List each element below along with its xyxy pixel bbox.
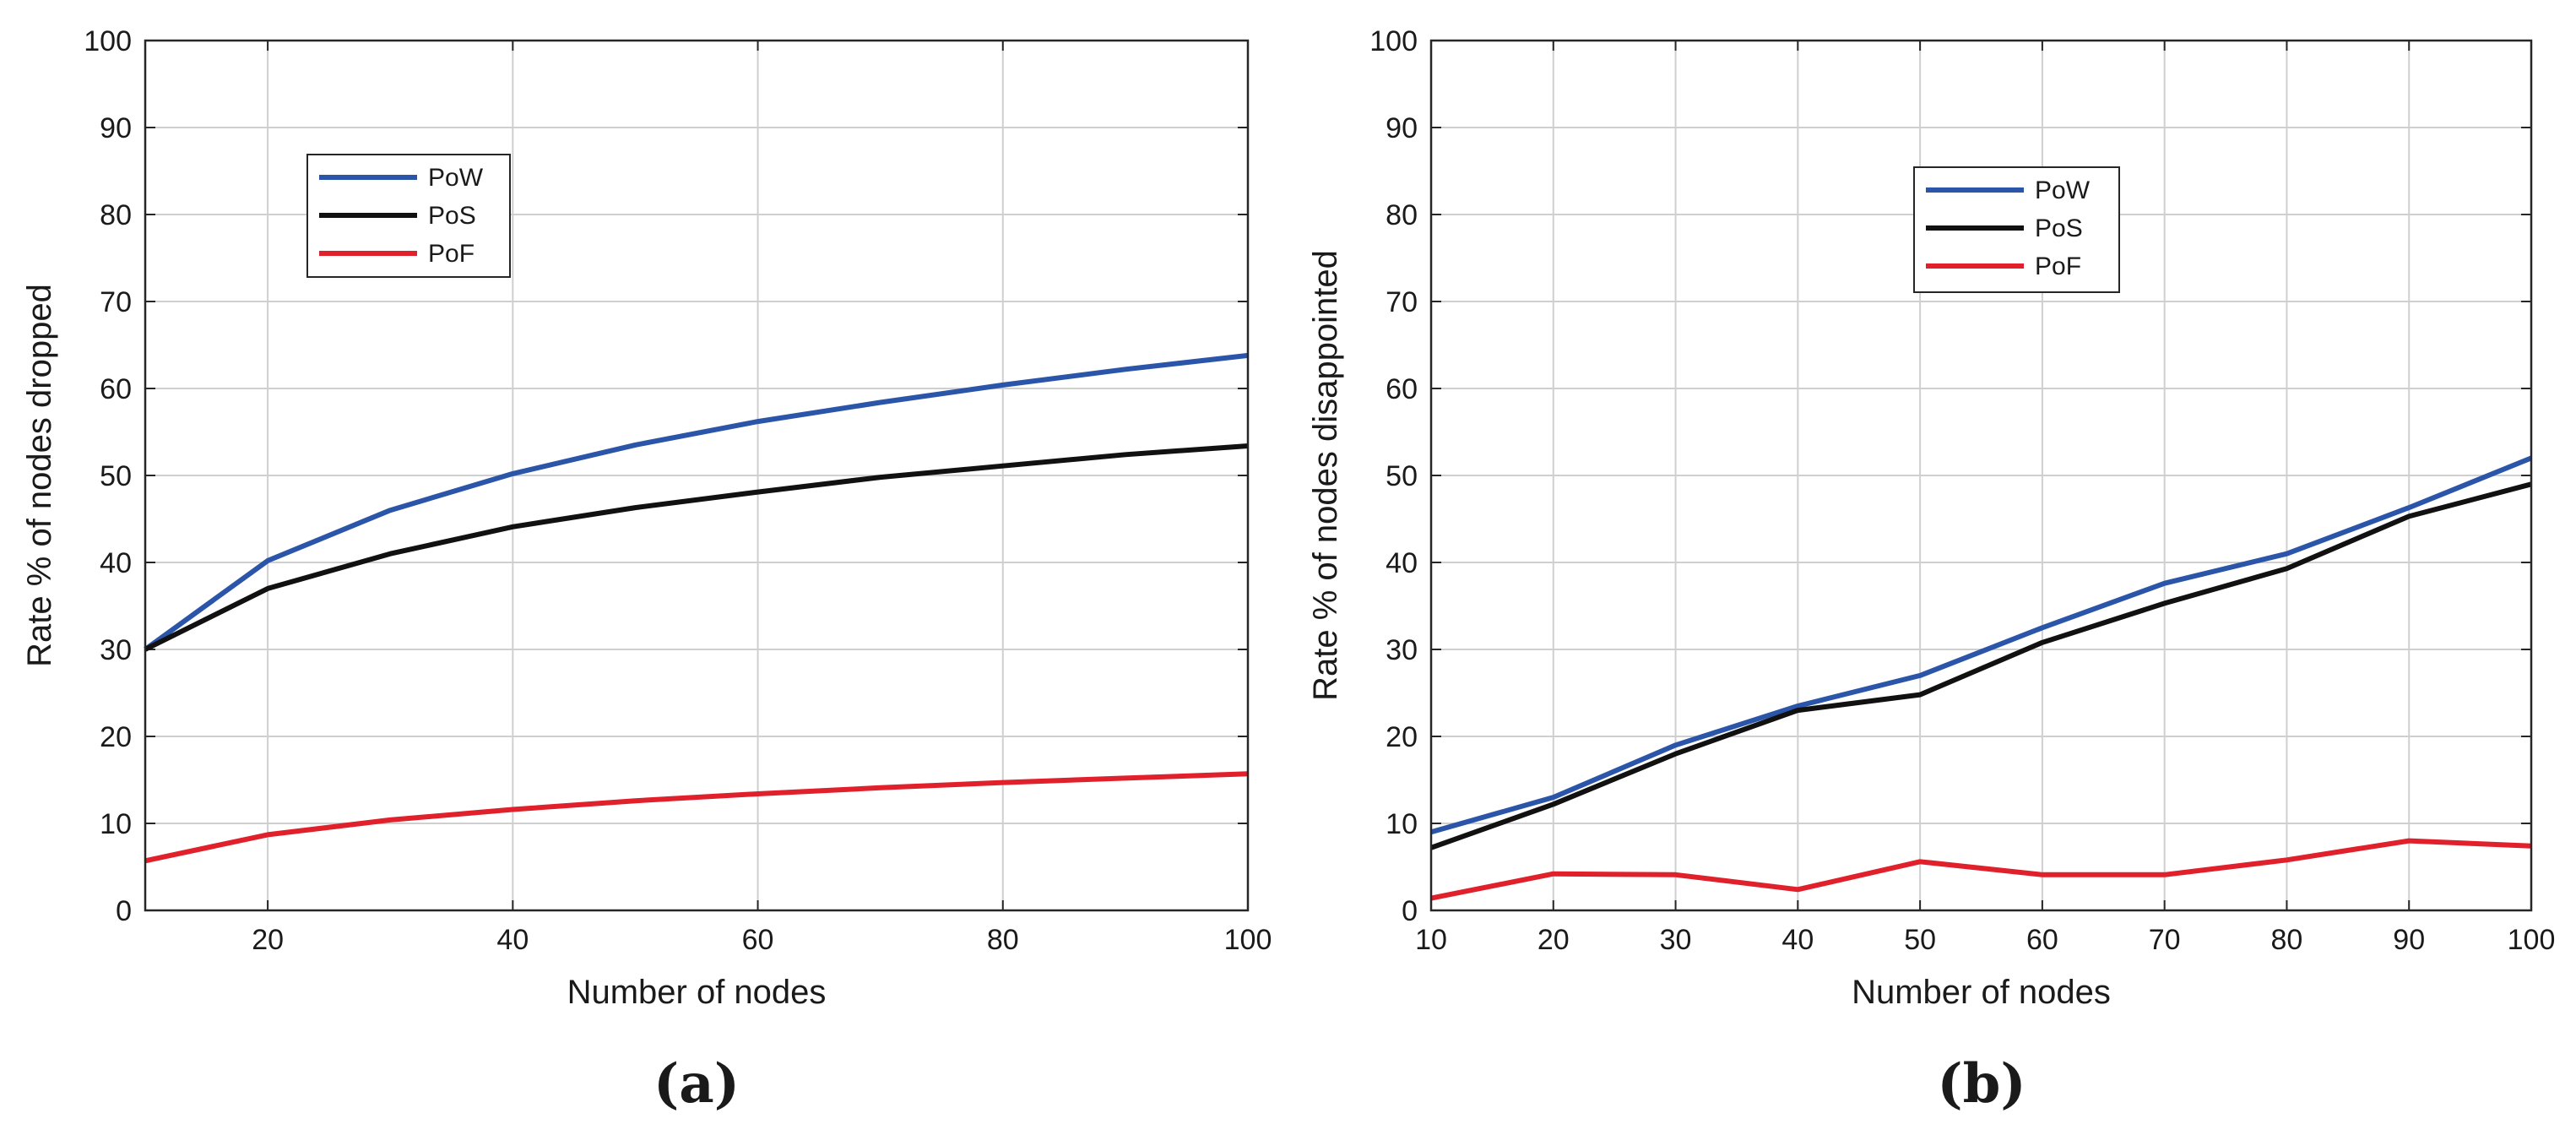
- y-tick-label: 80: [1386, 199, 1418, 231]
- x-tick-label: 70: [2149, 924, 2181, 956]
- y-tick-label: 50: [100, 460, 132, 492]
- x-tick-label: 60: [2026, 924, 2058, 956]
- legend-entry-pof: PoF: [2035, 253, 2081, 280]
- x-tick-label: 10: [1415, 924, 1447, 956]
- series-line-pow: [144, 352, 1249, 652]
- y-tick-label: 100: [84, 25, 132, 57]
- series-line-pof: [144, 771, 1249, 864]
- y-tick-label: 10: [1386, 808, 1418, 840]
- y-tick-label: 90: [1386, 112, 1418, 144]
- x-tick-label: 20: [252, 924, 284, 956]
- axes-frame: [144, 39, 1250, 912]
- x-tick-label: 80: [2271, 924, 2303, 956]
- legend: PoW PoS PoF: [306, 154, 511, 278]
- legend-entry-pow: PoW: [2035, 177, 2091, 204]
- chart-panel-b: 10 20 30 40 50 60 70 80 90 1000102030405060708090…: [1307, 25, 2555, 1116]
- panel-label: (b): [1937, 1052, 2026, 1116]
- chart-panel-a: 20 40 60 80 100 0 10 20 30 40 50 60 70 80 90 100 Number …: [21, 25, 1272, 1116]
- panel-label: (a): [653, 1052, 740, 1116]
- legend-entry-pow: PoW: [428, 164, 484, 192]
- x-tick-label: 60: [742, 924, 774, 956]
- legend-entry-pos: PoS: [428, 202, 476, 230]
- series-line-pof: [1430, 838, 2532, 901]
- x-tick-label: 90: [2393, 924, 2425, 956]
- y-tick-label: 20: [1386, 721, 1418, 753]
- y-tick-label: 10: [100, 808, 132, 840]
- y-tick-label: 50: [1386, 460, 1418, 492]
- legend: PoW PoS PoF: [1913, 166, 2120, 293]
- y-tick-label: 40: [1386, 547, 1418, 579]
- y-tick-label: 100: [1369, 25, 1418, 57]
- x-axis-label: Number of nodes: [1852, 974, 2111, 1011]
- x-tick-label: 80: [987, 924, 1019, 956]
- y-axis-label: Rate % of nodes dropped: [21, 284, 58, 667]
- y-tick-label: 30: [100, 634, 132, 666]
- y-tick-label: 0: [116, 895, 132, 927]
- y-tick-label: 70: [100, 286, 132, 318]
- y-tick-label: 80: [100, 199, 132, 231]
- axes-frame: [1429, 39, 2533, 912]
- y-axis-label: Rate % of nodes disappointed: [1307, 250, 1344, 701]
- y-tick-label: 40: [100, 547, 132, 579]
- y-tick-label: 60: [1386, 373, 1418, 405]
- x-axis-label: Number of nodes: [567, 974, 827, 1011]
- x-tick-label: 30: [1660, 924, 1692, 956]
- legend-entry-pos: PoS: [2035, 215, 2083, 242]
- y-tick-label: 20: [100, 721, 132, 753]
- series-line-pos: [144, 443, 1249, 652]
- x-tick-label: 40: [1782, 924, 1814, 956]
- legend-entry-pof: PoF: [428, 240, 475, 268]
- x-tick-label: 40: [496, 924, 529, 956]
- y-tick-label: 90: [100, 112, 132, 144]
- x-tick-label: 100: [1224, 924, 1272, 956]
- y-tick-label: 0: [1402, 895, 1418, 927]
- x-tick-label: 50: [1904, 924, 1936, 956]
- series-line-pow: [1430, 455, 2533, 835]
- x-tick-label: 20: [1537, 924, 1570, 956]
- y-tick-label: 30: [1386, 634, 1418, 666]
- series-line-pos: [1429, 481, 2532, 850]
- y-tick-label: 60: [100, 373, 132, 405]
- y-tick-label: 70: [1386, 286, 1418, 318]
- x-tick-label: 100: [2508, 924, 2556, 956]
